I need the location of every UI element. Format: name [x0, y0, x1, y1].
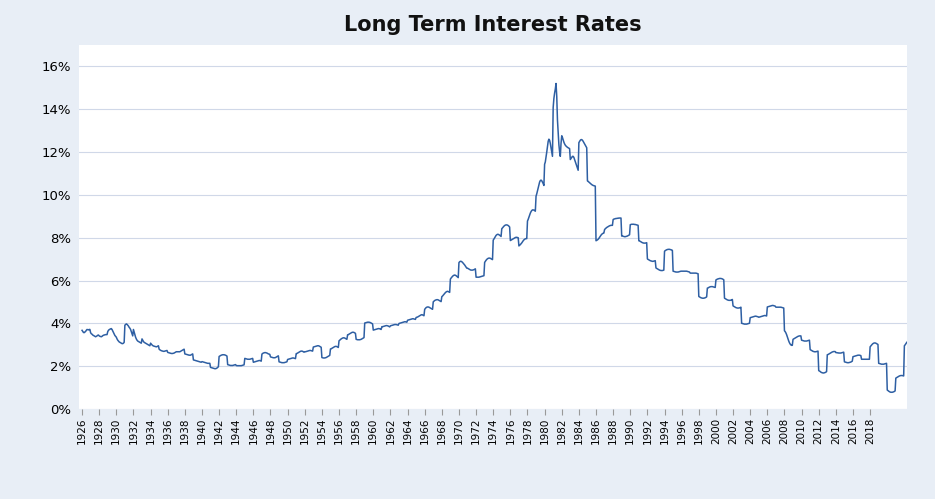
Title: Long Term Interest Rates: Long Term Interest Rates: [344, 15, 642, 35]
